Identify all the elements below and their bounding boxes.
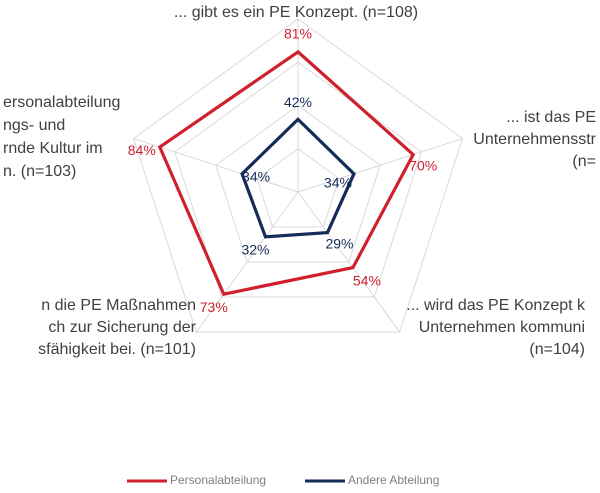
data-label: 32% — [241, 241, 269, 257]
data-label: 54% — [353, 272, 381, 288]
axis-label-layer: ... gibt es ein PE Konzept. (n=108) ... i… — [3, 4, 597, 358]
axis-label-line: Unternehmen kommuni — [419, 319, 585, 336]
series-line-personalabteilung — [157, 49, 416, 296]
axis-label-line: ngs- und — [3, 117, 65, 134]
axis-label-line: rnde Kultur im — [3, 140, 103, 157]
grid-spoke — [297, 191, 401, 333]
value-label-layer: 81% 70% 54% 73% 84% 42% 34% 29% 32% 34% — [128, 26, 437, 315]
grid-spoke — [297, 138, 463, 193]
axis-label-line: ... ist das PE — [506, 109, 596, 126]
axis-label-sicherung: n die PE Maßnahmen ch zur Sicherung der sf… — [38, 297, 197, 358]
data-label: 34% — [242, 169, 270, 185]
data-label: 73% — [200, 299, 228, 315]
axis-label-line: sfähigkeit bei. (n=101) — [38, 341, 196, 358]
axis-label-kultur: ersonalabteilung ngs- und rnde Kultur im n.… — [3, 94, 120, 180]
data-label: 70% — [409, 157, 437, 173]
grid-ring — [215, 104, 381, 263]
axis-label-line: Unternehmensstr — [473, 131, 596, 148]
axis-label-line: n die PE Maßnahmen — [41, 297, 196, 314]
grid-ring — [174, 61, 422, 298]
data-label: 81% — [284, 26, 312, 42]
legend-label-personalabteilung: Personalabteilung — [170, 473, 266, 487]
axis-label-strategie: ... ist das PE Unternehmensstr (n= — [473, 109, 596, 170]
grid-ring — [256, 148, 340, 228]
data-label: 84% — [128, 142, 156, 158]
axis-label-line: ... wird das PE Konzept k — [406, 297, 586, 314]
axis-label-kommuniziert: ... wird das PE Konzept k Unternehmen kom… — [406, 297, 586, 358]
axis-label-line: ... gibt es ein PE Konzept. (n=108) — [174, 4, 418, 21]
axis-label-line: (n=104) — [529, 341, 585, 358]
grid-layer — [132, 18, 464, 333]
grid-ring — [132, 18, 464, 333]
data-label: 42% — [284, 94, 312, 110]
axis-label-line: ersonalabteilung — [3, 94, 120, 111]
axis-label-line: n. (n=103) — [3, 163, 76, 180]
data-label: 34% — [324, 175, 352, 191]
legend: Personalabteilung Andere Abteilung — [127, 473, 439, 487]
grid-spoke — [195, 191, 299, 333]
axis-label-line: ch zur Sicherung der — [48, 319, 196, 336]
series-layer — [157, 49, 416, 296]
axis-label-konzept: ... gibt es ein PE Konzept. (n=108) — [174, 4, 418, 21]
legend-label-andere-abteilung: Andere Abteilung — [348, 473, 439, 487]
axis-label-line: (n= — [572, 153, 596, 170]
data-label: 29% — [325, 235, 353, 251]
series-line-andere-abteilung — [240, 117, 356, 239]
